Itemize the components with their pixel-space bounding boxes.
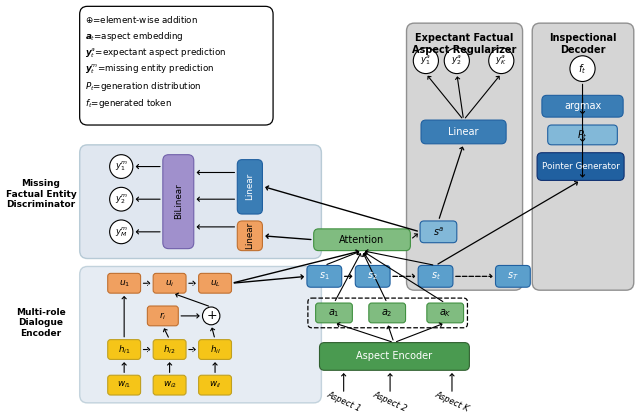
Text: $P_t$: $P_t$ xyxy=(577,128,588,142)
FancyBboxPatch shape xyxy=(153,375,186,395)
Text: $f_t$=generated token: $f_t$=generated token xyxy=(86,97,173,110)
Text: $u_L$: $u_L$ xyxy=(210,278,221,288)
FancyBboxPatch shape xyxy=(108,375,141,395)
Text: $f_t$: $f_t$ xyxy=(579,62,587,76)
FancyBboxPatch shape xyxy=(198,273,232,293)
Text: $w_{i1}$: $w_{i1}$ xyxy=(117,380,131,390)
Circle shape xyxy=(570,56,595,82)
Text: $\boldsymbol{y}_t^a$=expectant aspect prediction: $\boldsymbol{y}_t^a$=expectant aspect pr… xyxy=(86,46,227,60)
Text: $s^a$: $s^a$ xyxy=(433,226,444,238)
FancyBboxPatch shape xyxy=(420,221,457,243)
Text: $+$: $+$ xyxy=(205,309,217,322)
Text: $s_1$: $s_1$ xyxy=(319,270,330,282)
Text: $y_2^a$: $y_2^a$ xyxy=(451,54,462,67)
FancyBboxPatch shape xyxy=(108,340,141,359)
Text: $w_{i2}$: $w_{i2}$ xyxy=(163,380,177,390)
Text: $y_1^m$: $y_1^m$ xyxy=(115,160,128,173)
FancyBboxPatch shape xyxy=(421,120,506,144)
Circle shape xyxy=(202,307,220,325)
FancyBboxPatch shape xyxy=(307,265,342,287)
FancyBboxPatch shape xyxy=(198,340,232,359)
Text: Inspectional
Decoder: Inspectional Decoder xyxy=(548,33,616,55)
FancyBboxPatch shape xyxy=(153,273,186,293)
FancyBboxPatch shape xyxy=(319,343,469,370)
FancyBboxPatch shape xyxy=(369,303,406,323)
Text: Aspect 1: Aspect 1 xyxy=(325,390,362,414)
FancyBboxPatch shape xyxy=(532,23,634,290)
Text: $y_2^m$: $y_2^m$ xyxy=(115,192,128,206)
Circle shape xyxy=(109,155,133,178)
Text: Attention: Attention xyxy=(339,235,385,245)
Text: $\oplus$=element-wise addition: $\oplus$=element-wise addition xyxy=(86,14,198,25)
Text: $h_{i2}$: $h_{i2}$ xyxy=(163,343,176,356)
Text: $y_M^m$: $y_M^m$ xyxy=(115,225,128,239)
FancyBboxPatch shape xyxy=(153,340,186,359)
Text: $P_t$=generation distribution: $P_t$=generation distribution xyxy=(86,80,202,93)
FancyBboxPatch shape xyxy=(79,266,321,403)
FancyBboxPatch shape xyxy=(418,265,453,287)
Text: $\boldsymbol{a}_t$=aspect embedding: $\boldsymbol{a}_t$=aspect embedding xyxy=(86,30,184,43)
Text: $y_1^a$: $y_1^a$ xyxy=(420,54,431,67)
FancyBboxPatch shape xyxy=(316,303,353,323)
Text: Aspect Encoder: Aspect Encoder xyxy=(356,352,432,362)
FancyBboxPatch shape xyxy=(163,155,194,249)
FancyBboxPatch shape xyxy=(548,125,618,145)
Circle shape xyxy=(109,220,133,244)
Text: $\boldsymbol{y}_t^m$=missing entity prediction: $\boldsymbol{y}_t^m$=missing entity pred… xyxy=(86,63,214,76)
FancyBboxPatch shape xyxy=(237,221,262,251)
Text: Aspect 2: Aspect 2 xyxy=(372,390,408,414)
FancyBboxPatch shape xyxy=(79,6,273,125)
FancyBboxPatch shape xyxy=(427,303,463,323)
Text: Missing
Factual Entity
Discriminator: Missing Factual Entity Discriminator xyxy=(6,179,76,209)
Text: $r_i$: $r_i$ xyxy=(159,310,166,321)
Text: Linear: Linear xyxy=(245,222,254,250)
Text: Expectant Factual
Aspect Regularizer: Expectant Factual Aspect Regularizer xyxy=(412,33,516,55)
FancyBboxPatch shape xyxy=(495,265,531,287)
FancyBboxPatch shape xyxy=(355,265,390,287)
Text: $a_2$: $a_2$ xyxy=(381,307,393,319)
Text: $u_i$: $u_i$ xyxy=(165,278,174,288)
FancyBboxPatch shape xyxy=(108,273,141,293)
Text: $h_{il}$: $h_{il}$ xyxy=(209,343,221,356)
FancyBboxPatch shape xyxy=(237,160,262,214)
Circle shape xyxy=(413,48,438,74)
FancyBboxPatch shape xyxy=(406,23,523,290)
Circle shape xyxy=(444,48,469,74)
FancyBboxPatch shape xyxy=(79,145,321,259)
Text: $s_T$: $s_T$ xyxy=(507,270,518,282)
Text: Multi-role
Dialogue
Encoder: Multi-role Dialogue Encoder xyxy=(16,308,66,338)
Text: $y_K^a$: $y_K^a$ xyxy=(495,54,508,67)
FancyBboxPatch shape xyxy=(198,375,232,395)
Text: $w_{il}$: $w_{il}$ xyxy=(209,380,221,390)
Text: Linear: Linear xyxy=(449,127,479,137)
Text: Pointer Generator: Pointer Generator xyxy=(541,162,620,171)
FancyBboxPatch shape xyxy=(542,95,623,117)
FancyBboxPatch shape xyxy=(537,153,624,181)
Text: $u_1$: $u_1$ xyxy=(118,278,130,288)
Text: BiLinear: BiLinear xyxy=(174,184,183,219)
Text: $a_1$: $a_1$ xyxy=(328,307,340,319)
FancyBboxPatch shape xyxy=(147,306,179,326)
Text: Aspect K: Aspect K xyxy=(433,390,470,414)
Text: Linear: Linear xyxy=(245,173,254,200)
Text: argmax: argmax xyxy=(564,101,601,111)
Text: $a_K$: $a_K$ xyxy=(439,307,452,319)
Circle shape xyxy=(109,187,133,211)
Circle shape xyxy=(489,48,514,74)
Text: $s_2$: $s_2$ xyxy=(367,270,378,282)
Text: $h_{i1}$: $h_{i1}$ xyxy=(118,343,131,356)
Text: $s_t$: $s_t$ xyxy=(431,270,440,282)
FancyBboxPatch shape xyxy=(314,229,410,251)
